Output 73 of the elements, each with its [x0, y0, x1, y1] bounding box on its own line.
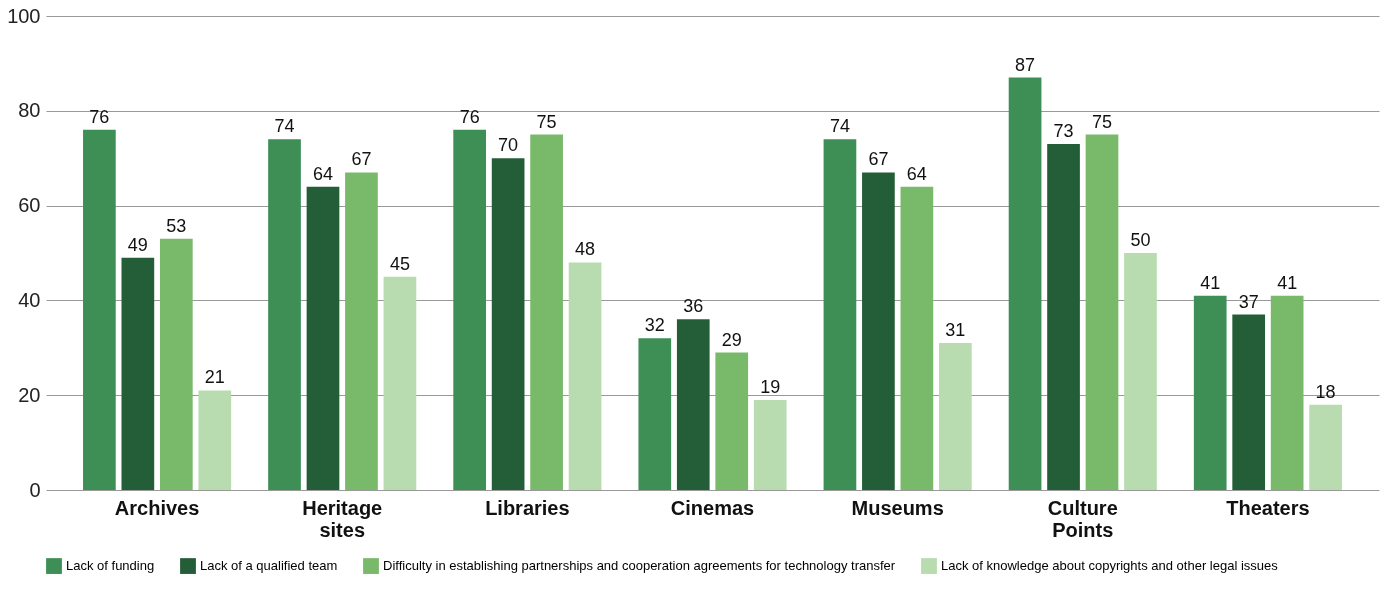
bar — [1124, 253, 1157, 490]
y-tick-label: 100 — [7, 4, 41, 27]
bar — [1309, 404, 1342, 490]
data-label: 70 — [498, 135, 519, 156]
bar — [1232, 314, 1266, 490]
bar — [1193, 295, 1227, 490]
data-label: 50 — [1130, 230, 1151, 250]
y-tick-label: 80 — [18, 99, 41, 122]
x-tick-label: Heritage sites — [302, 496, 383, 541]
x-tick-label: Archives — [114, 496, 200, 519]
bar — [306, 186, 340, 490]
legend-label: Lack of knowledge about copyrights and other legal issues — [941, 558, 1279, 574]
bar — [268, 139, 301, 490]
bar — [1008, 77, 1042, 490]
data-label: 64 — [906, 163, 927, 184]
bar — [1270, 295, 1304, 490]
bar — [491, 158, 525, 490]
bar — [383, 276, 417, 490]
data-label: 75 — [536, 111, 557, 132]
bar — [345, 172, 378, 490]
y-tick-label: 40 — [18, 288, 41, 311]
data-label: 74 — [274, 116, 295, 137]
bar — [198, 390, 232, 490]
x-tick-label: Libraries — [485, 496, 570, 519]
data-label: 74 — [829, 116, 850, 137]
bar — [83, 129, 116, 490]
bar — [638, 338, 672, 490]
data-label: 41 — [1277, 272, 1298, 293]
bar — [900, 186, 934, 490]
bar — [121, 257, 155, 490]
y-tick-label: 0 — [29, 478, 41, 501]
bar — [159, 238, 193, 490]
data-label: 19 — [760, 376, 781, 397]
bar — [753, 399, 787, 490]
data-label: 29 — [721, 329, 742, 350]
bar — [1085, 134, 1119, 490]
data-label: 21 — [204, 367, 225, 388]
x-tick-label: Culture Points — [1047, 496, 1118, 541]
data-label: 67 — [351, 149, 372, 170]
bar — [938, 343, 972, 490]
data-label: 76 — [459, 106, 480, 127]
legend-label: Difficulty in establishing partnerships and cooperation agreements for technology transfer — [383, 558, 896, 574]
bar — [568, 262, 602, 490]
y-tick-label: 60 — [18, 194, 41, 217]
data-label: 41 — [1200, 272, 1221, 293]
data-label: 45 — [389, 253, 410, 274]
bar — [823, 139, 857, 490]
bar — [1047, 143, 1080, 490]
data-label: 53 — [166, 215, 187, 236]
data-label: 18 — [1315, 381, 1336, 402]
data-label: 87 — [1015, 54, 1036, 75]
data-label: 36 — [683, 296, 704, 317]
data-label: 64 — [312, 163, 333, 184]
data-label: 49 — [127, 234, 148, 255]
data-label: 37 — [1238, 291, 1259, 312]
data-label: 76 — [89, 106, 110, 127]
legend-label: Lack of funding — [66, 558, 155, 574]
bar — [715, 352, 749, 490]
x-tick-label: Museums — [851, 496, 944, 519]
legend-label: Lack of a qualified team — [200, 558, 338, 574]
x-tick-label: Theaters — [1226, 496, 1310, 519]
data-label: 48 — [575, 239, 596, 260]
data-label: 75 — [1092, 111, 1113, 132]
data-label: 32 — [644, 315, 665, 336]
y-tick-label: 20 — [18, 383, 41, 406]
data-label: 67 — [868, 149, 889, 170]
bar — [862, 172, 895, 490]
bar — [530, 134, 563, 490]
bar — [453, 129, 487, 490]
bar — [676, 319, 710, 490]
data-label: 73 — [1053, 120, 1074, 141]
data-label: 31 — [945, 320, 966, 341]
x-tick-label: Cinemas — [670, 496, 755, 519]
